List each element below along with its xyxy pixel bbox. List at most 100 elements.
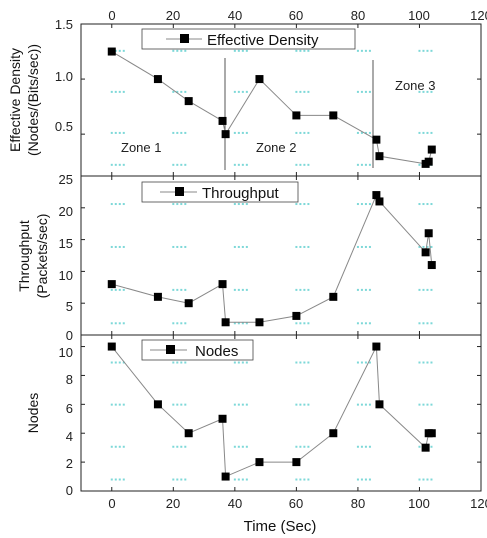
background-dot [422, 49, 425, 52]
data-point-marker [375, 197, 384, 206]
background-dot [118, 445, 121, 448]
data-point-marker [292, 458, 301, 467]
background-dot [110, 322, 113, 325]
background-dot [295, 403, 298, 406]
background-dot [430, 245, 433, 248]
background-dot [184, 203, 187, 206]
background-dot [122, 403, 125, 406]
background-dot [364, 478, 367, 481]
background-dot [122, 131, 125, 134]
background-dot [299, 288, 302, 291]
background-dot [368, 288, 371, 291]
background-dot [114, 288, 117, 291]
tick-marks [81, 23, 482, 176]
background-dot [418, 288, 421, 291]
background-dot [364, 90, 367, 93]
legend-box [141, 28, 356, 50]
background-dot [364, 445, 367, 448]
background-dot [360, 478, 363, 481]
background-dot [368, 322, 371, 325]
x-tick-label: 120 [470, 496, 487, 511]
background-dot [118, 322, 121, 325]
top-x-tick-label: 60 [289, 8, 303, 23]
background-dot [184, 361, 187, 364]
background-dot [114, 131, 117, 134]
background-dot [180, 131, 183, 134]
y-tick-label: 5 [66, 299, 73, 314]
background-dot [360, 403, 363, 406]
background-dot [307, 403, 310, 406]
background-dot [426, 478, 429, 481]
y-tick-label: 20 [59, 204, 73, 219]
series-effective-density [107, 47, 436, 168]
background-dot [368, 49, 371, 52]
background-dot [237, 322, 240, 325]
background-dot [122, 163, 125, 166]
background-dot [172, 49, 175, 52]
data-point-marker [255, 318, 264, 327]
background-dot [118, 361, 121, 364]
data-point-marker [292, 311, 301, 320]
background-dot [110, 403, 113, 406]
background-dot [307, 49, 310, 52]
background-dot [114, 403, 117, 406]
background-dot [356, 163, 359, 166]
background-dot [303, 245, 306, 248]
background-dot [299, 245, 302, 248]
background-dot [172, 131, 175, 134]
background-dot [184, 445, 187, 448]
background-dot [245, 288, 248, 291]
background-dot [184, 131, 187, 134]
data-point-marker [427, 261, 436, 270]
background-dot [422, 361, 425, 364]
background-dot [295, 478, 298, 481]
data-point-marker [184, 429, 193, 438]
background-dots [110, 203, 433, 325]
background-dot [303, 131, 306, 134]
data-point-marker [218, 116, 227, 125]
data-point-marker [424, 229, 433, 238]
background-dot [237, 478, 240, 481]
background-dot [110, 361, 113, 364]
background-dot [422, 403, 425, 406]
background-dot [184, 322, 187, 325]
data-point-marker [218, 414, 227, 423]
background-dot [176, 322, 179, 325]
panel-frame [80, 334, 482, 492]
background-dot [180, 445, 183, 448]
background-dot [233, 361, 236, 364]
data-point-marker [421, 248, 430, 257]
background-dot [122, 288, 125, 291]
background-dot [295, 90, 298, 93]
background-dot [426, 403, 429, 406]
legend-label: Throughput [202, 185, 280, 202]
background-dot [233, 49, 236, 52]
background-dot [114, 163, 117, 166]
x-tick-label: 100 [408, 496, 430, 511]
y-tick-label: 4 [66, 429, 73, 444]
data-point-marker [255, 458, 264, 467]
data-point-marker [372, 342, 381, 351]
background-dot [122, 322, 125, 325]
background-dot [176, 203, 179, 206]
data-point-marker [372, 135, 381, 144]
background-dot [122, 245, 125, 248]
background-dot [237, 288, 240, 291]
legend: Effective Density [141, 28, 356, 50]
background-dot [418, 49, 421, 52]
background-dot [172, 245, 175, 248]
background-dot [356, 288, 359, 291]
background-dot [307, 90, 310, 93]
background-dot [418, 403, 421, 406]
data-point-marker [421, 443, 430, 452]
background-dot [299, 203, 302, 206]
background-dot [356, 478, 359, 481]
background-dot [118, 478, 121, 481]
background-dot [299, 361, 302, 364]
background-dot [184, 49, 187, 52]
background-dot [303, 163, 306, 166]
background-dot [172, 445, 175, 448]
background-dot [422, 90, 425, 93]
background-dot [418, 245, 421, 248]
data-point-marker [107, 342, 116, 351]
